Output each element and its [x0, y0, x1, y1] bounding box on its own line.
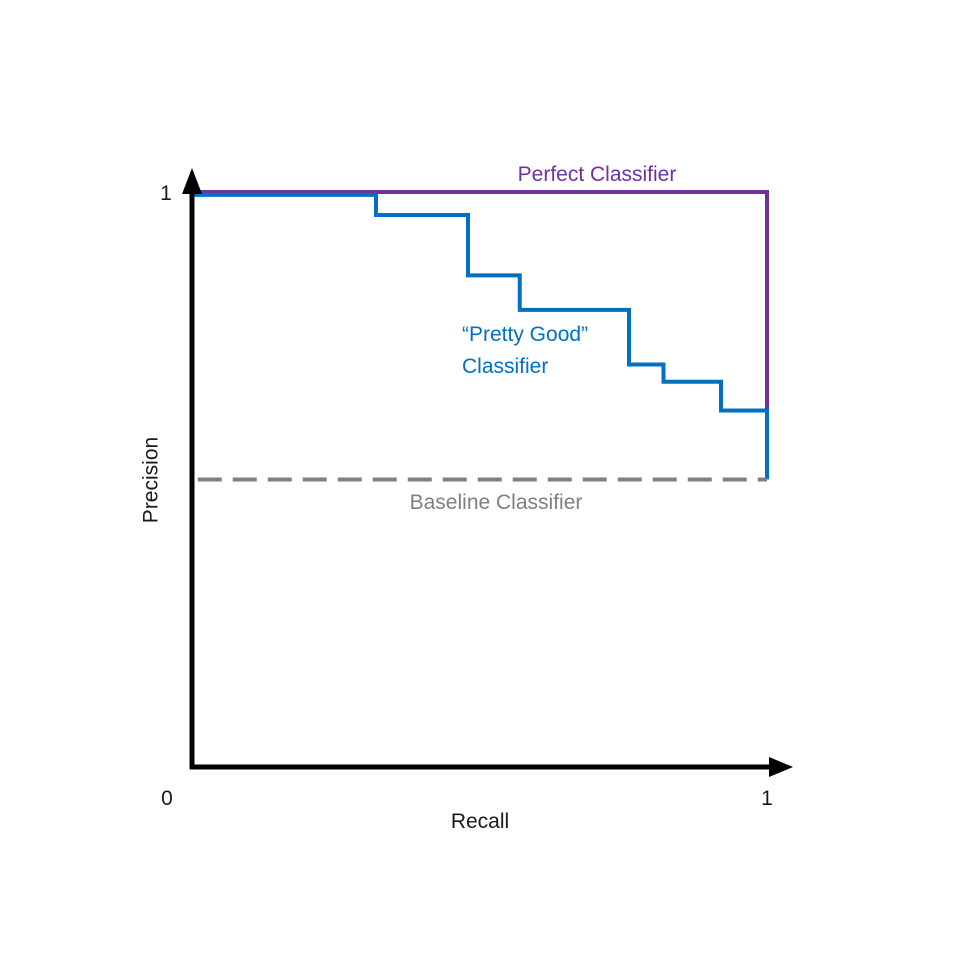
y-axis-title: Precision [140, 437, 163, 523]
axes-layer [182, 168, 793, 777]
series-label-0: Perfect Classifier [518, 163, 677, 186]
series-label-line-1-1: Classifier [462, 355, 548, 378]
y-tick-label-0: 1 [160, 182, 172, 205]
series-label-line-1-0: “Pretty Good” [462, 323, 588, 346]
y-axis-arrowhead [182, 168, 202, 194]
x-tick-label-0: 0 [161, 787, 173, 810]
x-tick-label-1: 1 [761, 787, 773, 810]
labels-layer: Recall Precision 0 1 1 Perfect Classifier “P… [140, 163, 773, 833]
x-axis-title: Recall [451, 810, 509, 833]
series-line-0 [192, 190, 769, 480]
series-line-1 [192, 192, 769, 480]
series-layer [192, 190, 769, 482]
series-label-1: “Pretty Good” Classifier [462, 323, 588, 378]
series-label-2: Baseline Classifier [410, 491, 583, 514]
x-axis-arrowhead [769, 757, 793, 777]
